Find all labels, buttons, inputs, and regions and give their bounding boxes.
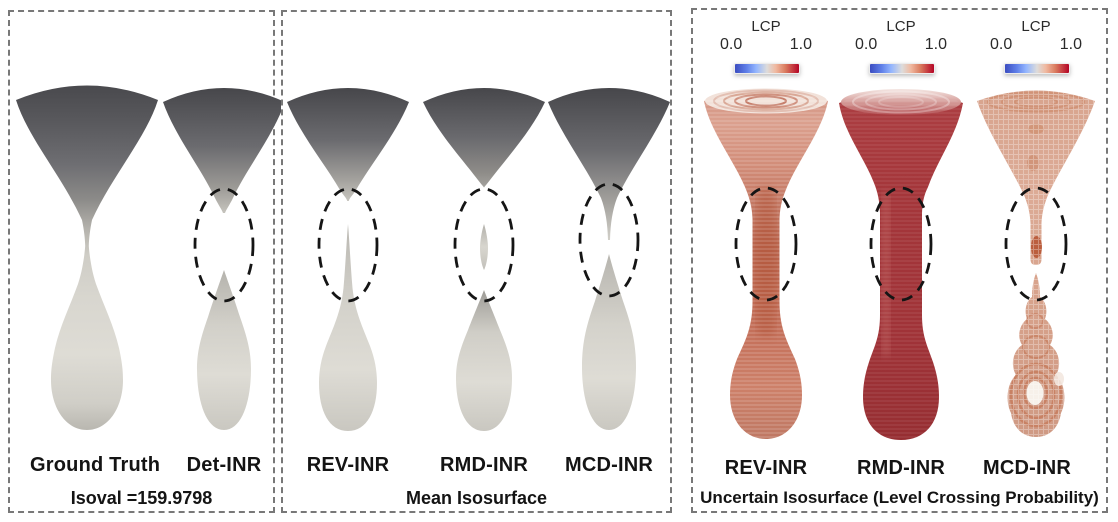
funnel-surface bbox=[548, 88, 670, 240]
label-det-inr: Det-INR bbox=[186, 454, 262, 476]
lcp-colorbar bbox=[734, 63, 800, 74]
lcp-max-tick: 1.0 bbox=[789, 36, 812, 53]
lcp-colorbar bbox=[1004, 63, 1070, 74]
lcp-min-tick: 0.0 bbox=[720, 36, 743, 53]
panel2-caption: Mean Isosurface bbox=[405, 488, 548, 508]
funnel-surface bbox=[423, 88, 545, 188]
label-rev-inr-lcp: REV-INR bbox=[724, 457, 808, 479]
teardrop-surface bbox=[456, 290, 512, 431]
lcp-min-tick: 0.0 bbox=[990, 36, 1013, 53]
lcp-min-tick: 0.0 bbox=[855, 36, 878, 53]
det-inr-isosurface bbox=[163, 88, 285, 430]
lcp-colorbar-title: LCP bbox=[751, 18, 781, 35]
panel-ground-truth: Ground Truth Det-INR Isoval =159.9798 bbox=[8, 10, 285, 513]
label-mcd-inr-mean: MCD-INR bbox=[564, 454, 654, 476]
lcp-colorbar-group-mcd: LCP 0.0 1.0 bbox=[986, 16, 1086, 80]
rev-inr-mean-isosurface bbox=[287, 88, 409, 431]
uncertainty-highlight-ellipse bbox=[453, 187, 515, 303]
lcp-colorbar-title: LCP bbox=[1021, 18, 1051, 35]
funnel-surface bbox=[287, 88, 409, 201]
teardrop-surface bbox=[197, 270, 251, 430]
grid-texture bbox=[1007, 273, 1065, 437]
lcp-colorbar-title: LCP bbox=[886, 18, 916, 35]
uncertainty-highlight-ellipse bbox=[193, 187, 255, 303]
grid-texture bbox=[977, 90, 1095, 265]
rmd-inr-mean-isosurface bbox=[423, 88, 545, 431]
label-ground-truth: Ground Truth bbox=[30, 454, 161, 476]
floating-sliver-surface bbox=[480, 224, 488, 270]
lcp-max-tick: 1.0 bbox=[1059, 36, 1082, 53]
label-rev-inr-mean: REV-INR bbox=[306, 454, 390, 476]
mcd-inr-lcp-isosurface bbox=[977, 90, 1095, 437]
teardrop-surface bbox=[582, 254, 636, 430]
spiked-teardrop-surface bbox=[319, 224, 377, 431]
lcp-colorbar-group-rmd: LCP 0.0 1.0 bbox=[851, 16, 951, 80]
uncertainty-highlight-ellipse bbox=[317, 187, 379, 303]
panel1-caption: Isoval =159.9798 bbox=[70, 488, 213, 508]
label-rmd-inr-lcp: RMD-INR bbox=[856, 457, 946, 479]
mesh-texture bbox=[704, 90, 828, 439]
uncertainty-highlight-ellipse bbox=[869, 186, 933, 302]
funnel-teardrop-surface bbox=[16, 85, 158, 430]
lcp-colorbar bbox=[869, 63, 935, 74]
uncertainty-highlight-ellipse bbox=[734, 186, 798, 302]
uncertainty-highlight-ellipse bbox=[1004, 186, 1068, 302]
mcd-inr-mean-isosurface bbox=[548, 88, 670, 430]
uncertainty-highlight-ellipse bbox=[578, 182, 640, 298]
funnel-surface bbox=[163, 88, 285, 213]
lcp-colorbar-group-rev: LCP 0.0 1.0 bbox=[716, 16, 816, 80]
ground-truth-isosurface bbox=[16, 85, 158, 430]
rmd-inr-lcp-isosurface bbox=[839, 89, 963, 440]
mesh-texture bbox=[839, 91, 963, 440]
lcp-max-tick: 1.0 bbox=[924, 36, 947, 53]
panel-mean-isosurface: REV-INR RMD-INR MCD-INR Mean Isosurface bbox=[281, 10, 672, 513]
panel3-caption: Uncertain Isosurface (Level Crossing Pro… bbox=[700, 488, 1099, 507]
label-mcd-inr-lcp: MCD-INR bbox=[982, 457, 1072, 479]
label-rmd-inr-mean: RMD-INR bbox=[439, 454, 529, 476]
rev-inr-lcp-isosurface bbox=[704, 88, 828, 439]
panel-uncertain-isosurface: LCP 0.0 1.0 LCP 0.0 1.0 LCP 0.0 1.0 bbox=[691, 8, 1108, 513]
